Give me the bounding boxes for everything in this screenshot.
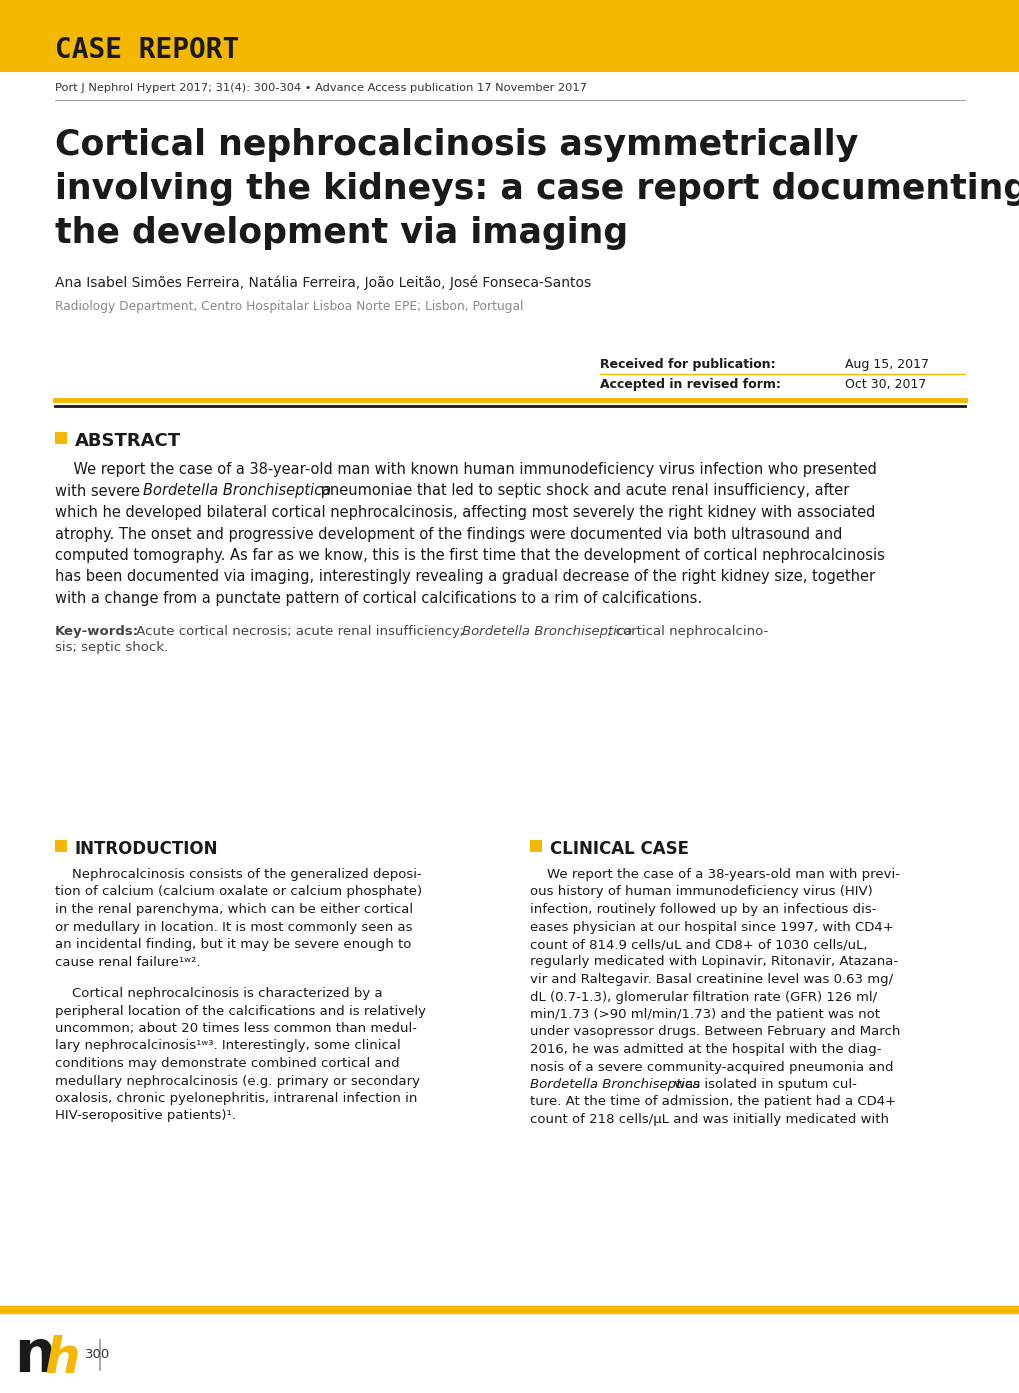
- Text: uncommon; about 20 times less common than medul-: uncommon; about 20 times less common tha…: [55, 1022, 417, 1035]
- Text: Key-words:: Key-words:: [55, 624, 139, 638]
- Text: lary nephrocalcinosis¹ʷ³. Interestingly, some clinical: lary nephrocalcinosis¹ʷ³. Interestingly,…: [55, 1039, 400, 1053]
- Text: INTRODUCTION: INTRODUCTION: [75, 840, 218, 858]
- Text: conditions may demonstrate combined cortical and: conditions may demonstrate combined cort…: [55, 1057, 399, 1070]
- Bar: [530, 840, 541, 853]
- Text: 2016, he was admitted at the hospital with the diag-: 2016, he was admitted at the hospital wi…: [530, 1043, 880, 1056]
- Text: the development via imaging: the development via imaging: [55, 216, 628, 249]
- Text: computed tomography. As far as we know, this is the first time that the developm: computed tomography. As far as we know, …: [55, 547, 884, 563]
- Text: has been documented via imaging, interestingly revealing a gradual decrease of t: has been documented via imaging, interes…: [55, 570, 874, 585]
- Text: Ana Isabel Simões Ferreira, Natália Ferreira, João Leitão, José Fonseca-Santos: Ana Isabel Simões Ferreira, Natália Ferr…: [55, 276, 591, 291]
- Text: Bordetella Bronchiseptica: Bordetella Bronchiseptica: [462, 624, 632, 638]
- Bar: [0, 0, 1019, 72]
- Text: Aug 15, 2017: Aug 15, 2017: [844, 358, 928, 371]
- Text: ous history of human immunodeficiency virus (HIV): ous history of human immunodeficiency vi…: [530, 886, 872, 898]
- Text: pneumoniae that led to septic shock and acute renal insufficiency, after: pneumoniae that led to septic shock and …: [316, 483, 849, 499]
- Text: Bordetella Bronchiseptica: Bordetella Bronchiseptica: [143, 483, 331, 499]
- Text: regularly medicated with Lopinavir, Ritonavir, Atazana-: regularly medicated with Lopinavir, Rito…: [530, 956, 898, 968]
- Text: medullary nephrocalcinosis (e.g. primary or secondary: medullary nephrocalcinosis (e.g. primary…: [55, 1074, 420, 1088]
- Text: 300: 300: [85, 1348, 110, 1361]
- Text: atrophy. The onset and progressive development of the findings were documented v: atrophy. The onset and progressive devel…: [55, 527, 842, 542]
- Text: peripheral location of the calcifications and is relatively: peripheral location of the calcification…: [55, 1004, 426, 1017]
- Text: or medullary in location. It is most commonly seen as: or medullary in location. It is most com…: [55, 921, 412, 933]
- Text: count of 814.9 cells/uL and CD8+ of 1030 cells/uL,: count of 814.9 cells/uL and CD8+ of 1030…: [530, 937, 866, 951]
- Text: Nephrocalcinosis consists of the generalized deposi-: Nephrocalcinosis consists of the general…: [55, 868, 421, 880]
- Text: count of 218 cells/μL and was initially medicated with: count of 218 cells/μL and was initially …: [530, 1113, 889, 1126]
- Text: vir and Raltegavir. Basal creatinine level was 0.63 mg/: vir and Raltegavir. Basal creatinine lev…: [530, 972, 893, 986]
- Bar: [55, 432, 67, 444]
- Text: min/1.73 (>90 ml/min/1.73) and the patient was not: min/1.73 (>90 ml/min/1.73) and the patie…: [530, 1009, 879, 1021]
- Text: ABSTRACT: ABSTRACT: [75, 432, 181, 450]
- Text: in the renal parenchyma, which can be either cortical: in the renal parenchyma, which can be ei…: [55, 903, 413, 917]
- Text: involving the kidneys: a case report documenting: involving the kidneys: a case report doc…: [55, 171, 1019, 206]
- Text: under vasopressor drugs. Between February and March: under vasopressor drugs. Between Februar…: [530, 1025, 900, 1039]
- Text: sis; septic shock.: sis; septic shock.: [55, 641, 168, 653]
- Text: We report the case of a 38-year-old man with known human immunodeficiency virus : We report the case of a 38-year-old man …: [55, 462, 876, 476]
- Text: Radiology Department, Centro Hospitalar Lisboa Norte EPE; Lisbon, Portugal: Radiology Department, Centro Hospitalar …: [55, 299, 523, 313]
- Text: Bordetella Bronchiseptica: Bordetella Bronchiseptica: [530, 1078, 700, 1091]
- Text: CASE REPORT: CASE REPORT: [55, 36, 239, 64]
- Text: We report the case of a 38-years-old man with previ-: We report the case of a 38-years-old man…: [530, 868, 899, 880]
- Text: Oct 30, 2017: Oct 30, 2017: [844, 378, 925, 391]
- Text: was isolated in sputum cul-: was isolated in sputum cul-: [669, 1078, 856, 1091]
- Text: oxalosis, chronic pyelonephritis, intrarenal infection in: oxalosis, chronic pyelonephritis, intrar…: [55, 1092, 417, 1105]
- Text: h: h: [44, 1334, 79, 1383]
- Text: with severe: with severe: [55, 483, 145, 499]
- Text: Cortical nephrocalcinosis asymmetrically: Cortical nephrocalcinosis asymmetrically: [55, 128, 857, 162]
- Text: an incidental finding, but it may be severe enough to: an incidental finding, but it may be sev…: [55, 937, 411, 951]
- Text: n: n: [14, 1326, 55, 1383]
- Bar: [55, 840, 67, 853]
- Text: Port J Nephrol Hypert 2017; 31(4): 300-304 • Advance Access publication 17 Novem: Port J Nephrol Hypert 2017; 31(4): 300-3…: [55, 84, 586, 93]
- Text: Received for publication:: Received for publication:: [599, 358, 774, 371]
- Text: which he developed bilateral cortical nephrocalcinosis, affecting most severely : which he developed bilateral cortical ne…: [55, 506, 874, 520]
- Text: tion of calcium (calcium oxalate or calcium phosphate): tion of calcium (calcium oxalate or calc…: [55, 886, 422, 898]
- Text: CLINICAL CASE: CLINICAL CASE: [549, 840, 688, 858]
- Text: cause renal failure¹ʷ².: cause renal failure¹ʷ².: [55, 956, 201, 968]
- Text: with a change from a punctate pattern of cortical calcifications to a rim of cal: with a change from a punctate pattern of…: [55, 591, 701, 606]
- Text: HIV-seropositive patients)¹.: HIV-seropositive patients)¹.: [55, 1109, 235, 1123]
- Text: dL (0.7-1.3), glomerular filtration rate (GFR) 126 ml/: dL (0.7-1.3), glomerular filtration rate…: [530, 990, 876, 1003]
- Text: ture. At the time of admission, the patient had a CD4+: ture. At the time of admission, the pati…: [530, 1095, 896, 1109]
- Text: infection, routinely followed up by an infectious dis-: infection, routinely followed up by an i…: [530, 903, 875, 917]
- Text: Accepted in revised form:: Accepted in revised form:: [599, 378, 781, 391]
- Text: nosis of a severe community-acquired pneumonia and: nosis of a severe community-acquired pne…: [530, 1060, 893, 1074]
- Text: Acute cortical necrosis; acute renal insufficiency;: Acute cortical necrosis; acute renal ins…: [131, 624, 468, 638]
- Text: ; cortical nephrocalcino-: ; cortical nephrocalcino-: [606, 624, 767, 638]
- Text: Cortical nephrocalcinosis is characterized by a: Cortical nephrocalcinosis is characteriz…: [55, 988, 382, 1000]
- Text: eases physician at our hospital since 1997, with CD4+: eases physician at our hospital since 19…: [530, 921, 893, 933]
